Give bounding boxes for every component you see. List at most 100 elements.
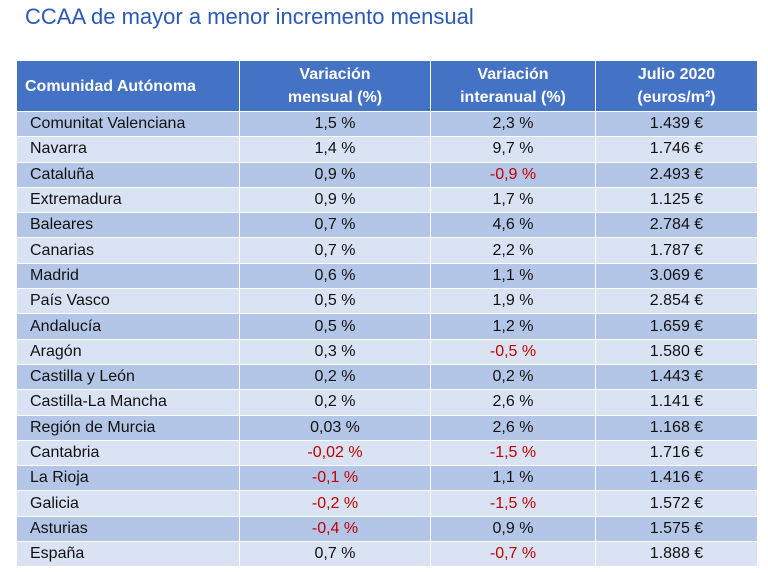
monthly-variation-cell: -0,2 % [239, 490, 431, 517]
header-monthly-line2: mensual (%) [287, 89, 383, 106]
price-cell: 1.416 € [595, 465, 758, 492]
monthly-variation-cell: -0,02 % [239, 439, 431, 467]
region-cell: España [16, 541, 240, 568]
monthly-variation-cell: -0,4 % [239, 515, 431, 543]
monthly-variation-cell: 0,9 % [239, 161, 431, 188]
region-cell: Cataluña [16, 161, 240, 188]
annual-variation-cell: 1,9 % [430, 288, 596, 315]
price-cell: 1.888 € [595, 541, 758, 568]
monthly-variation-cell: 0,6 % [239, 262, 431, 290]
price-cell: 1.439 € [595, 110, 758, 138]
table-row: Asturias -0,4 % 0,9 % 1.575 € [16, 515, 758, 543]
table-row: Extremadura 0,9 % 1,7 % 1.125 € [16, 186, 758, 214]
table-header: Comunidad Autónoma Variación mensual (%) … [16, 60, 758, 112]
monthly-variation-cell: 0,2 % [239, 363, 431, 391]
region-cell: Madrid [16, 262, 240, 290]
region-cell: Aragón [16, 338, 240, 365]
data-table: Comunidad Autónoma Variación mensual (%) … [16, 60, 758, 568]
monthly-variation-cell: 0,7 % [239, 212, 431, 239]
annual-variation-cell: 9,7 % [430, 136, 596, 163]
table-row: Cataluña 0,9 % -0,9 % 2.493 € [16, 161, 758, 188]
monthly-variation-cell: 0,7 % [239, 237, 431, 264]
monthly-variation-cell: 1,4 % [239, 136, 431, 163]
region-cell: Comunitat Valenciana [16, 110, 240, 138]
header-monthly: Variación mensual (%) [239, 60, 431, 112]
header-price: Julio 2020 (euros/m²) [595, 60, 758, 112]
monthly-variation-cell: 0,3 % [239, 338, 431, 365]
price-cell: 1.580 € [595, 338, 758, 365]
table-row: Cantabria -0,02 % -1,5 % 1.716 € [16, 439, 758, 467]
table-row: País Vasco 0,5 % 1,9 % 2.854 € [16, 288, 758, 315]
table-row: Navarra 1,4 % 9,7 % 1.746 € [16, 136, 758, 163]
table-row: Baleares 0,7 % 4,6 % 2.784 € [16, 212, 758, 239]
monthly-variation-cell: 0,03 % [239, 414, 431, 441]
region-cell: Galicia [16, 490, 240, 517]
region-cell: País Vasco [16, 288, 240, 315]
price-cell: 2.854 € [595, 288, 758, 315]
annual-variation-cell: -1,5 % [430, 439, 596, 467]
monthly-variation-cell: 0,7 % [239, 541, 431, 568]
table-row: Madrid 0,6 % 1,1 % 3.069 € [16, 262, 758, 290]
region-cell: Andalucía [16, 313, 240, 340]
monthly-variation-cell: 0,2 % [239, 389, 431, 416]
table-body: Comunitat Valenciana 1,5 % 2,3 % 1.439 € Nav… [16, 110, 758, 568]
table-row: La Rioja -0,1 % 1,1 % 1.416 € [16, 465, 758, 492]
annual-variation-cell: -0,9 % [430, 161, 596, 188]
region-cell: Canarias [16, 237, 240, 264]
header-region-label: Comunidad Autónoma [25, 77, 196, 95]
price-cell: 1.572 € [595, 490, 758, 517]
annual-variation-cell: 0,9 % [430, 515, 596, 543]
region-cell: La Rioja [16, 465, 240, 492]
monthly-variation-cell: 0,5 % [239, 288, 431, 315]
monthly-variation-cell: -0,1 % [239, 465, 431, 492]
table-row: Canarias 0,7 % 2,2 % 1.787 € [16, 237, 758, 264]
header-row: Comunidad Autónoma Variación mensual (%) … [16, 60, 758, 112]
price-cell: 1.746 € [595, 136, 758, 163]
annual-variation-cell: -0,5 % [430, 338, 596, 365]
table-row: Castilla y León 0,2 % 0,2 % 1.443 € [16, 363, 758, 391]
table-row: Andalucía 0,5 % 1,2 % 1.659 € [16, 313, 758, 340]
region-cell: Baleares [16, 212, 240, 239]
price-cell: 1.575 € [595, 515, 758, 543]
annual-variation-cell: 1,1 % [430, 465, 596, 492]
table-row: Castilla-La Mancha 0,2 % 2,6 % 1.141 € [16, 389, 758, 416]
price-cell: 2.784 € [595, 212, 758, 239]
annual-variation-cell: 1,1 % [430, 262, 596, 290]
header-annual: Variación interanual (%) [430, 60, 596, 112]
region-cell: Castilla y León [16, 363, 240, 391]
price-cell: 2.493 € [595, 161, 758, 188]
monthly-variation-cell: 1,5 % [239, 110, 431, 138]
annual-variation-cell: 2,2 % [430, 237, 596, 264]
region-cell: Asturias [16, 515, 240, 543]
table-row: Aragón 0,3 % -0,5 % 1.580 € [16, 338, 758, 365]
annual-variation-cell: -0,7 % [430, 541, 596, 568]
annual-variation-cell: 2,3 % [430, 110, 596, 138]
annual-variation-cell: 1,2 % [430, 313, 596, 340]
table-row: España 0,7 % -0,7 % 1.888 € [16, 541, 758, 568]
annual-variation-cell: 2,6 % [430, 389, 596, 416]
region-cell: Castilla-La Mancha [16, 389, 240, 416]
price-cell: 1.659 € [595, 313, 758, 340]
annual-variation-cell: 2,6 % [430, 414, 596, 441]
page-title: CCAA de mayor a menor incremento mensual [25, 4, 474, 29]
annual-variation-cell: 1,7 % [430, 186, 596, 214]
price-cell: 1.716 € [595, 439, 758, 467]
header-price-line1: Julio 2020 [637, 66, 716, 83]
annual-variation-cell: -1,5 % [430, 490, 596, 517]
header-monthly-line1: Variación [299, 66, 371, 83]
table-row: Región de Murcia 0,03 % 2,6 % 1.168 € [16, 414, 758, 441]
annual-variation-cell: 0,2 % [430, 363, 596, 391]
monthly-variation-cell: 0,9 % [239, 186, 431, 214]
region-cell: Región de Murcia [16, 414, 240, 441]
header-annual-line2: interanual (%) [460, 89, 566, 106]
header-price-line2: (euros/m²) [637, 89, 716, 106]
price-cell: 1.141 € [595, 389, 758, 416]
table-row: Galicia -0,2 % -1,5 % 1.572 € [16, 490, 758, 517]
price-cell: 1.787 € [595, 237, 758, 264]
region-cell: Navarra [16, 136, 240, 163]
header-region: Comunidad Autónoma [16, 60, 240, 112]
price-cell: 1.168 € [595, 414, 758, 441]
table-row: Comunitat Valenciana 1,5 % 2,3 % 1.439 € [16, 110, 758, 138]
annual-variation-cell: 4,6 % [430, 212, 596, 239]
region-cell: Cantabria [16, 439, 240, 467]
